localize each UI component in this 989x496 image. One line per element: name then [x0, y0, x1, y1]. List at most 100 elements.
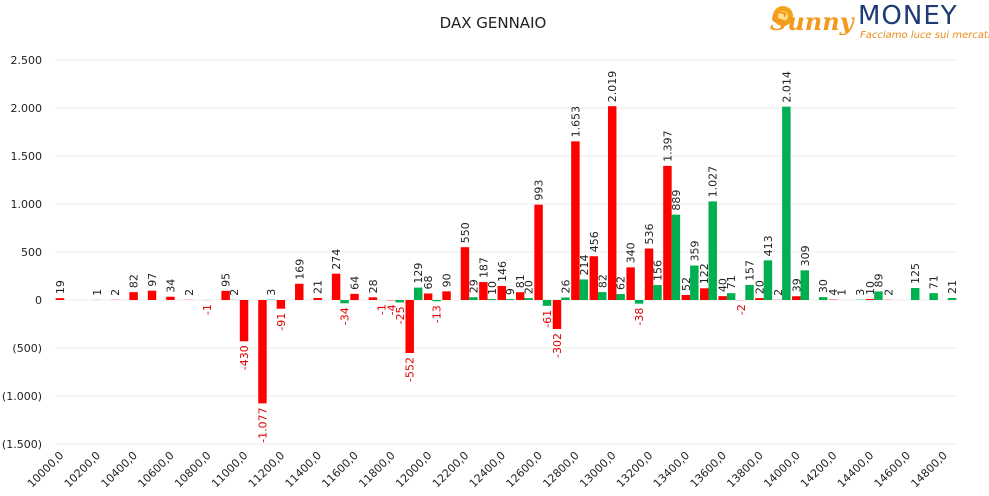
data-label: -13	[431, 305, 444, 323]
data-label: -2	[735, 304, 748, 315]
bar	[598, 292, 607, 300]
data-label: 30	[817, 279, 830, 293]
data-label: 1.397	[661, 130, 674, 162]
bar	[239, 300, 249, 342]
logo: Sunny MONEY Facciamo luce sui mercati	[770, 1, 989, 41]
data-label: 40	[717, 278, 730, 292]
bar	[690, 265, 699, 300]
bar	[542, 300, 552, 306]
bar	[460, 247, 470, 300]
y-tick-label: 2.500	[11, 54, 43, 67]
bar	[534, 204, 543, 300]
data-label: -61	[541, 310, 554, 328]
data-label: 29	[467, 279, 480, 293]
data-label: 28	[367, 279, 380, 293]
data-label: -1.077	[256, 407, 269, 442]
bar	[792, 296, 801, 300]
data-label: 64	[349, 276, 362, 290]
bar	[442, 291, 451, 300]
data-label: 10	[486, 281, 499, 295]
bar	[589, 256, 599, 300]
data-label: 97	[146, 273, 159, 287]
x-tick-label: 13200,0	[614, 449, 655, 490]
bar	[865, 299, 875, 300]
chart-title: DAX GENNAIO	[440, 14, 547, 32]
data-label: 90	[441, 273, 454, 287]
data-label: -38	[633, 308, 646, 326]
bar	[755, 298, 764, 300]
x-tick-label: 10800,0	[172, 449, 213, 490]
data-label: 2	[109, 289, 122, 296]
bar	[506, 299, 515, 300]
data-label: 214	[578, 254, 591, 275]
data-label: 81	[514, 274, 527, 288]
bar	[221, 290, 230, 300]
data-label: -34	[339, 307, 352, 325]
data-label: 62	[615, 276, 628, 290]
data-label: 889	[670, 190, 683, 211]
bar	[276, 300, 286, 309]
data-label: 359	[688, 241, 701, 262]
data-label: 2	[882, 289, 895, 296]
bar	[479, 282, 488, 300]
bar	[745, 284, 754, 300]
bar	[634, 300, 644, 304]
y-tick-label: (1.500)	[2, 438, 42, 451]
data-label: 125	[909, 263, 922, 284]
data-label: 19	[54, 280, 67, 294]
bar	[616, 294, 625, 300]
y-tick-label: 1.500	[11, 150, 43, 163]
data-label: 68	[422, 275, 435, 289]
bar	[763, 260, 773, 300]
data-label: 4	[827, 289, 840, 296]
data-label: -91	[275, 313, 288, 331]
logo-sun-core	[778, 11, 788, 21]
y-tick-label: 2.000	[11, 102, 43, 115]
data-label: 1.653	[569, 106, 582, 138]
data-label: 20	[753, 280, 766, 294]
data-label: 10	[864, 281, 877, 295]
bar	[874, 291, 883, 300]
x-tick-label: 12000,0	[393, 449, 434, 490]
data-label: 3	[265, 289, 278, 296]
x-tick-label: 11400,0	[283, 449, 324, 490]
data-label: 34	[164, 279, 177, 293]
bar	[129, 292, 138, 300]
bar	[681, 295, 691, 300]
x-tick-label: 12400,0	[467, 449, 508, 490]
bar	[800, 270, 809, 300]
data-label: 129	[412, 263, 425, 284]
bar	[607, 106, 617, 301]
bar	[653, 285, 662, 300]
x-tick-label: 14200,0	[798, 449, 839, 490]
data-label: 95	[220, 273, 233, 287]
data-label: 71	[928, 275, 941, 289]
data-label: 21	[312, 280, 325, 294]
bar	[405, 300, 414, 353]
x-tick-label: 10600,0	[135, 449, 176, 490]
y-tick-label: (500)	[12, 342, 42, 355]
x-tick-label: 12800,0	[540, 449, 581, 490]
bar	[718, 296, 727, 300]
y-tick-label: (1.000)	[2, 390, 42, 403]
bar	[671, 214, 681, 300]
bar	[552, 300, 562, 329]
bar	[395, 300, 405, 303]
x-tick-label: 10400,0	[99, 449, 140, 490]
data-label: 2.014	[780, 71, 793, 103]
bar	[626, 267, 635, 300]
data-label: 536	[643, 224, 656, 245]
data-label: 456	[588, 231, 601, 252]
y-tick-label: 500	[21, 246, 42, 259]
x-tick-label: 14000,0	[761, 449, 802, 490]
bar	[432, 300, 441, 302]
data-label: -430	[238, 345, 251, 370]
data-label: 20	[523, 280, 536, 294]
data-label: 82	[128, 274, 141, 288]
data-label: 157	[744, 260, 757, 281]
bar	[350, 293, 359, 300]
data-label: 156	[651, 260, 664, 281]
logo-tagline: Facciamo luce sui mercati	[860, 30, 989, 41]
x-tick-label: 14400,0	[835, 449, 876, 490]
